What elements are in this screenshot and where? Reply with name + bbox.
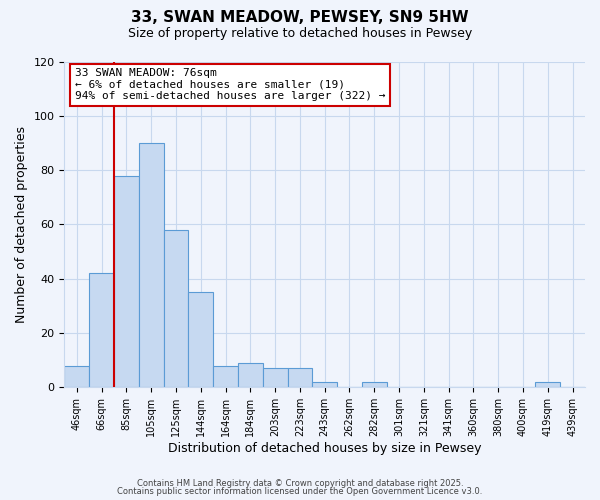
Bar xyxy=(238,363,263,388)
Bar xyxy=(287,368,313,388)
Bar xyxy=(213,366,238,388)
Bar xyxy=(362,382,386,388)
Text: 33, SWAN MEADOW, PEWSEY, SN9 5HW: 33, SWAN MEADOW, PEWSEY, SN9 5HW xyxy=(131,10,469,25)
Bar xyxy=(313,382,337,388)
X-axis label: Distribution of detached houses by size in Pewsey: Distribution of detached houses by size … xyxy=(168,442,481,455)
Text: 33 SWAN MEADOW: 76sqm
← 6% of detached houses are smaller (19)
94% of semi-detac: 33 SWAN MEADOW: 76sqm ← 6% of detached h… xyxy=(75,68,385,101)
Text: Size of property relative to detached houses in Pewsey: Size of property relative to detached ho… xyxy=(128,28,472,40)
Text: Contains HM Land Registry data © Crown copyright and database right 2025.: Contains HM Land Registry data © Crown c… xyxy=(137,478,463,488)
Bar xyxy=(535,382,560,388)
Bar xyxy=(164,230,188,388)
Y-axis label: Number of detached properties: Number of detached properties xyxy=(15,126,28,323)
Bar xyxy=(188,292,213,388)
Bar xyxy=(64,366,89,388)
Text: Contains public sector information licensed under the Open Government Licence v3: Contains public sector information licen… xyxy=(118,487,482,496)
Bar xyxy=(114,176,139,388)
Bar xyxy=(263,368,287,388)
Bar xyxy=(89,274,114,388)
Bar xyxy=(139,143,164,388)
